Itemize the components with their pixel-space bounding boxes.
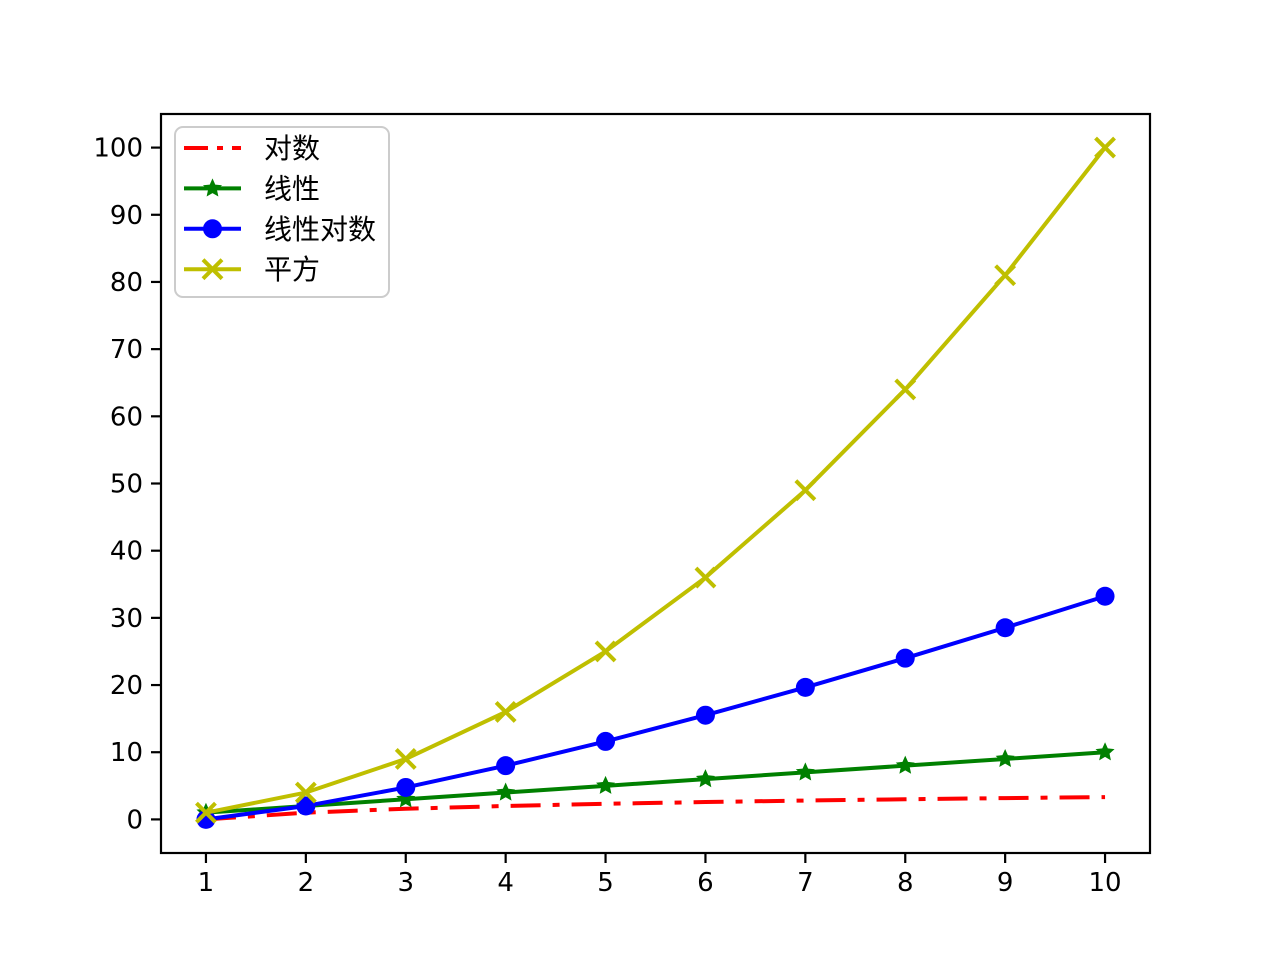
series-linearlog-line: [205, 594, 1106, 822]
y-tick-label: 80: [110, 268, 143, 298]
legend-item: 线性: [184, 172, 320, 205]
x-tick-label: 10: [1088, 868, 1121, 898]
series-linearlog-marker: [1095, 586, 1115, 606]
series-linear-line: [205, 750, 1106, 815]
x-tick-label: 4: [497, 868, 514, 898]
series-square: [195, 136, 1116, 824]
series-square-marker: [195, 801, 217, 824]
series-square-marker: [794, 479, 817, 502]
series-linear-marker: [1095, 742, 1115, 761]
series-log-line: [205, 795, 1106, 822]
series-square-marker: [594, 640, 617, 663]
series-linear-marker: [202, 178, 223, 197]
series-linearlog-marker: [396, 777, 416, 797]
series-square-marker: [201, 258, 224, 281]
series-linearlog-marker: [203, 219, 222, 239]
legend-label: 平方: [264, 253, 320, 286]
series-linear-marker: [596, 775, 616, 794]
y-tick-label: 40: [110, 537, 143, 567]
series-linear-marker: [496, 782, 516, 801]
series-linearlog-marker: [995, 618, 1015, 638]
x-tick-label: 3: [397, 868, 414, 898]
series-square-line: [205, 146, 1107, 815]
legend-item: 对数: [184, 132, 320, 165]
series-linear-marker: [995, 748, 1015, 768]
legend-label: 线性: [264, 172, 320, 205]
series-square-marker: [294, 781, 317, 804]
legend-item: 平方: [184, 253, 320, 286]
y-tick-label: 50: [110, 470, 143, 500]
series-linearlog-marker: [296, 796, 316, 816]
series-linearlog-marker: [695, 705, 715, 725]
legend-label: 线性对数: [264, 213, 376, 246]
y-tick-label: 70: [110, 335, 143, 365]
y-tick-label: 100: [93, 134, 143, 164]
y-tick-label: 20: [110, 671, 143, 701]
legend-label: 对数: [264, 132, 320, 165]
series-square-marker: [1094, 136, 1116, 159]
legend-box: [174, 126, 390, 298]
series-square-marker: [894, 378, 917, 401]
series-square-marker: [394, 748, 417, 770]
series-log: [205, 795, 1106, 822]
series-linear-marker: [795, 762, 815, 781]
y-tick-label: 0: [126, 805, 143, 835]
y-tick-label: 60: [110, 402, 143, 432]
series-linearlog-marker: [795, 677, 815, 697]
series-linear-marker: [396, 789, 416, 808]
legend-item: 线性对数: [184, 213, 376, 246]
x-tick-label: 8: [897, 868, 914, 898]
y-tick-label: 10: [110, 738, 143, 768]
x-tick-label: 2: [298, 868, 315, 898]
y-tick-label: 30: [110, 604, 143, 634]
series-square-marker: [494, 701, 517, 723]
x-tick-label: 1: [198, 868, 215, 898]
x-tick-label: 7: [797, 868, 814, 898]
plot-area-border: [159, 112, 1152, 855]
series-linearlog-marker: [895, 648, 915, 668]
y-tick-label: 90: [110, 201, 143, 231]
series-linear-marker: [695, 769, 715, 788]
series-linearlog-marker: [596, 731, 616, 751]
x-tick-label: 5: [597, 868, 614, 898]
x-tick-label: 9: [997, 868, 1014, 898]
x-tick-label: 6: [697, 868, 714, 898]
series-square-marker: [694, 566, 717, 589]
series-linearlog-marker: [496, 756, 516, 776]
series-square-marker: [994, 264, 1017, 287]
series-linear-marker: [895, 755, 915, 774]
